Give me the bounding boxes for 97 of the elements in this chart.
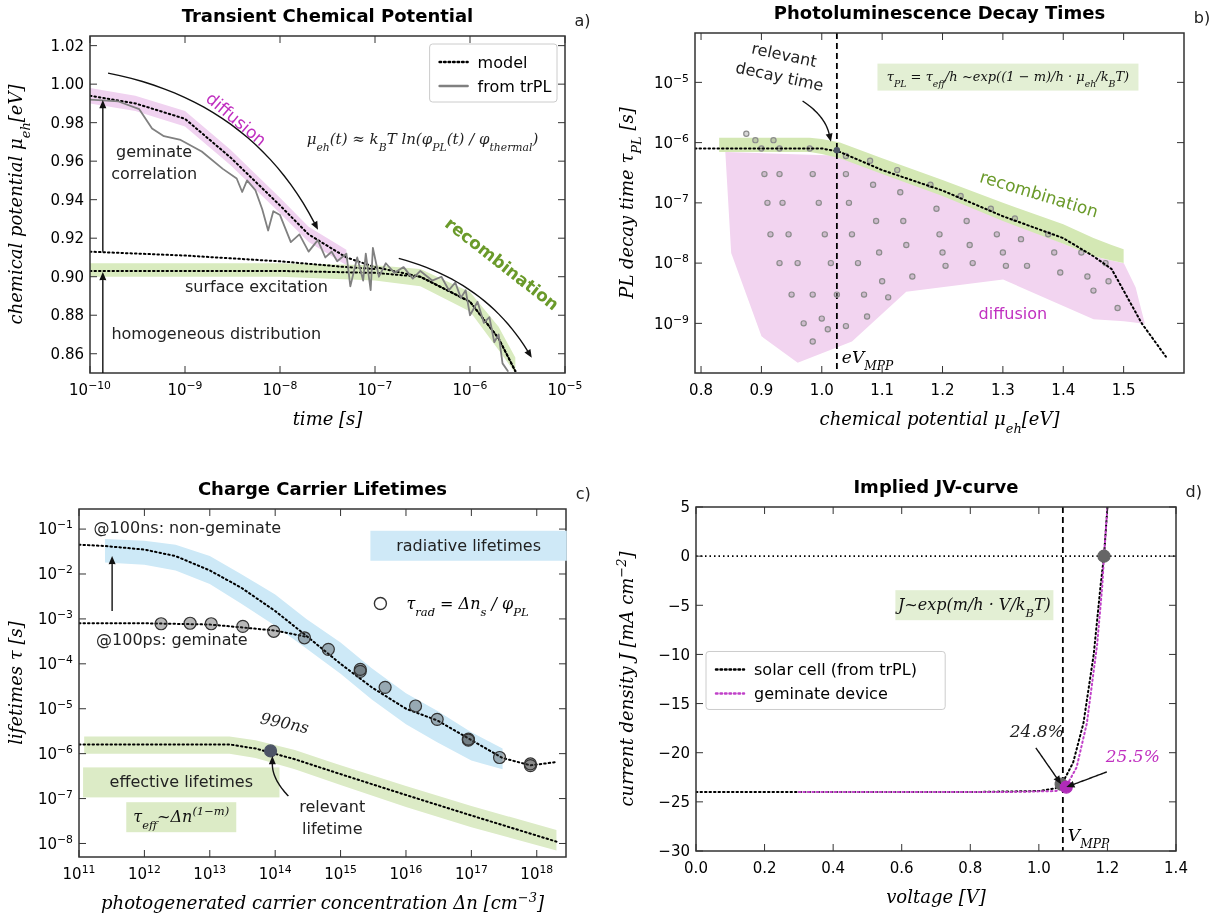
y-tick-label: 10$^{−8}$ — [37, 832, 74, 853]
x-axis-title: chemical potential μ$_{eh}$[eV] — [819, 408, 1061, 436]
text: d) — [1185, 481, 1203, 501]
x-tick-label: 10$^{13}$ — [193, 862, 227, 883]
y-tick-label: 10$^{−5}$ — [653, 71, 689, 92]
x-axis-title: photogenerated carrier concentration Δn [cm$^{−3}$] — [101, 889, 545, 913]
x-axis-title: time [s] — [292, 408, 364, 429]
y-tick-label: 10$^{−9}$ — [653, 312, 690, 333]
annotation: 24.8% — [1008, 721, 1064, 742]
x-tick-label: 0.0 — [684, 859, 708, 877]
y-tick-label: 0.98 — [50, 113, 84, 132]
x-tick-label: 10$^{−10}$ — [69, 378, 112, 399]
y-tick-label: −15 — [658, 694, 690, 713]
y-tick-label: 10$^{−4}$ — [37, 652, 74, 674]
y-tick-label: 10$^{−1}$ — [37, 517, 73, 539]
annotation: 990ns — [258, 708, 311, 738]
legend-label: from trPL — [477, 76, 552, 96]
y-tick-label: 10$^{−2}$ — [37, 562, 73, 584]
x-tick-label: 10$^{14}$ — [258, 862, 292, 883]
x-axis-title: voltage [V] — [886, 886, 987, 907]
annotation: J~exp(m/h · V/k$_{B}$T) — [894, 595, 1051, 621]
legend-label: τ$_{rad}$ = Δn$_{s}$ / φ$_{PL}$ — [406, 594, 529, 620]
y-tick-label: −20 — [658, 743, 690, 762]
x-tick-label: 10$^{−5}$ — [547, 378, 583, 399]
text: τ$_{PL}$ = τ$_{eff}$/h ~exp((1 − m)/h · μ$_{eh}$/k$_{B}$T) — [886, 68, 1130, 89]
text: a) — [574, 10, 591, 30]
y-tick-label: 10$^{−3}$ — [37, 607, 73, 629]
annotation: surface excitation — [185, 277, 328, 297]
annotation: homogeneous distribution — [111, 324, 322, 344]
x-tick-label: 1.4 — [1051, 381, 1076, 399]
x-tick-label: 1.0 — [809, 381, 834, 399]
y-tick-label: 0.92 — [50, 229, 84, 248]
y-tick-label: 0.86 — [50, 344, 84, 363]
x-tick-label: 10$^{11}$ — [62, 862, 96, 883]
y-axis-title: lifetimes τ [s] — [5, 620, 26, 745]
x-tick-label: 10$^{18}$ — [520, 862, 554, 883]
annotation: diffusion — [978, 303, 1048, 323]
legend-label: model — [477, 52, 528, 72]
y-tick-label: 10$^{−5}$ — [37, 697, 73, 718]
x-tick-label: 10$^{15}$ — [324, 862, 357, 883]
annotation: radiative lifetimes — [396, 535, 541, 555]
x-tick-label: 10$^{12}$ — [127, 862, 161, 883]
y-tick-label: 1.02 — [50, 36, 84, 55]
y-tick-label: 10$^{−6}$ — [37, 742, 74, 763]
x-tick-label: 0.6 — [889, 859, 914, 877]
x-tick-label: 10$^{−7}$ — [357, 378, 393, 399]
y-tick-label: 0.90 — [50, 267, 84, 286]
text: b) — [1193, 7, 1211, 27]
y-tick-label: 10$^{−8}$ — [653, 251, 690, 273]
y-tick-label: 1.00 — [50, 75, 84, 94]
text: μ$_{eh}$(t) ≈ k$_{B}$T ln(φ$_{PL}$(t) / φ$_{thermal}$) — [306, 129, 539, 154]
x-tick-label: 1.3 — [990, 381, 1015, 399]
x-tick-label: 10$^{16}$ — [389, 862, 423, 883]
y-tick-label: −30 — [658, 842, 690, 861]
x-tick-label: 10$^{−6}$ — [452, 378, 488, 399]
annotation: relevant lifetime — [299, 796, 366, 838]
y-tick-label: 5 — [680, 498, 690, 517]
x-tick-label: 1.2 — [930, 381, 955, 399]
x-tick-label: 0.8 — [958, 859, 983, 877]
x-tick-label: 0.4 — [821, 859, 846, 877]
y-tick-label: 0.96 — [50, 152, 84, 171]
x-tick-label: 1.0 — [1026, 859, 1051, 877]
x-tick-label: 10$^{−8}$ — [262, 378, 298, 399]
x-tick-label: 10$^{−9}$ — [167, 378, 203, 399]
x-tick-label: 1.4 — [1164, 859, 1188, 877]
legend-label: geminate device — [754, 684, 888, 704]
y-tick-label: 10$^{−7}$ — [653, 191, 689, 213]
annotation: τ$_{eff}$~Δn$^{(1−m)}$ — [133, 804, 230, 833]
x-tick-label: 10$^{17}$ — [454, 862, 488, 883]
annotation: @100ps: geminate — [96, 629, 248, 649]
chart-title: Photoluminescence Decay Times — [773, 2, 1106, 23]
x-tick-label: 0.8 — [689, 381, 713, 399]
annotation: effective lifetimes — [109, 772, 254, 792]
x-tick-label: 1.2 — [1095, 859, 1120, 877]
ref-line-label: eV$_{MPP}$ — [841, 347, 894, 373]
chart-title: Charge Carrier Lifetimes — [197, 478, 448, 499]
legend-label: solar cell (from trPL) — [754, 660, 917, 680]
y-tick-label: 10$^{−6}$ — [653, 131, 690, 152]
y-tick-label: 0.94 — [50, 190, 84, 209]
annotation: 25.5% — [1104, 745, 1160, 766]
y-tick-label: 0.88 — [50, 306, 84, 325]
text: c) — [575, 483, 591, 503]
annotation: relevant decay time — [733, 38, 826, 95]
x-tick-label: 1.1 — [870, 381, 895, 399]
y-tick-label: −10 — [658, 645, 690, 664]
x-tick-label: 0.9 — [749, 381, 774, 399]
x-tick-label: 0.2 — [752, 859, 777, 877]
ref-line-label: V$_{MPP}$ — [1067, 825, 1110, 851]
chart-title: Implied JV-curve — [853, 476, 1019, 497]
y-tick-label: 0 — [680, 547, 690, 566]
y-tick-label: 10$^{−7}$ — [37, 787, 73, 808]
y-tick-label: −5 — [667, 596, 690, 615]
x-tick-label: 1.5 — [1111, 381, 1136, 399]
annotation: @100ns: non-geminate — [93, 518, 282, 538]
y-tick-label: −25 — [658, 793, 690, 812]
chart-title: Transient Chemical Potential — [181, 5, 474, 26]
annotation: geminate correlation — [111, 142, 198, 184]
